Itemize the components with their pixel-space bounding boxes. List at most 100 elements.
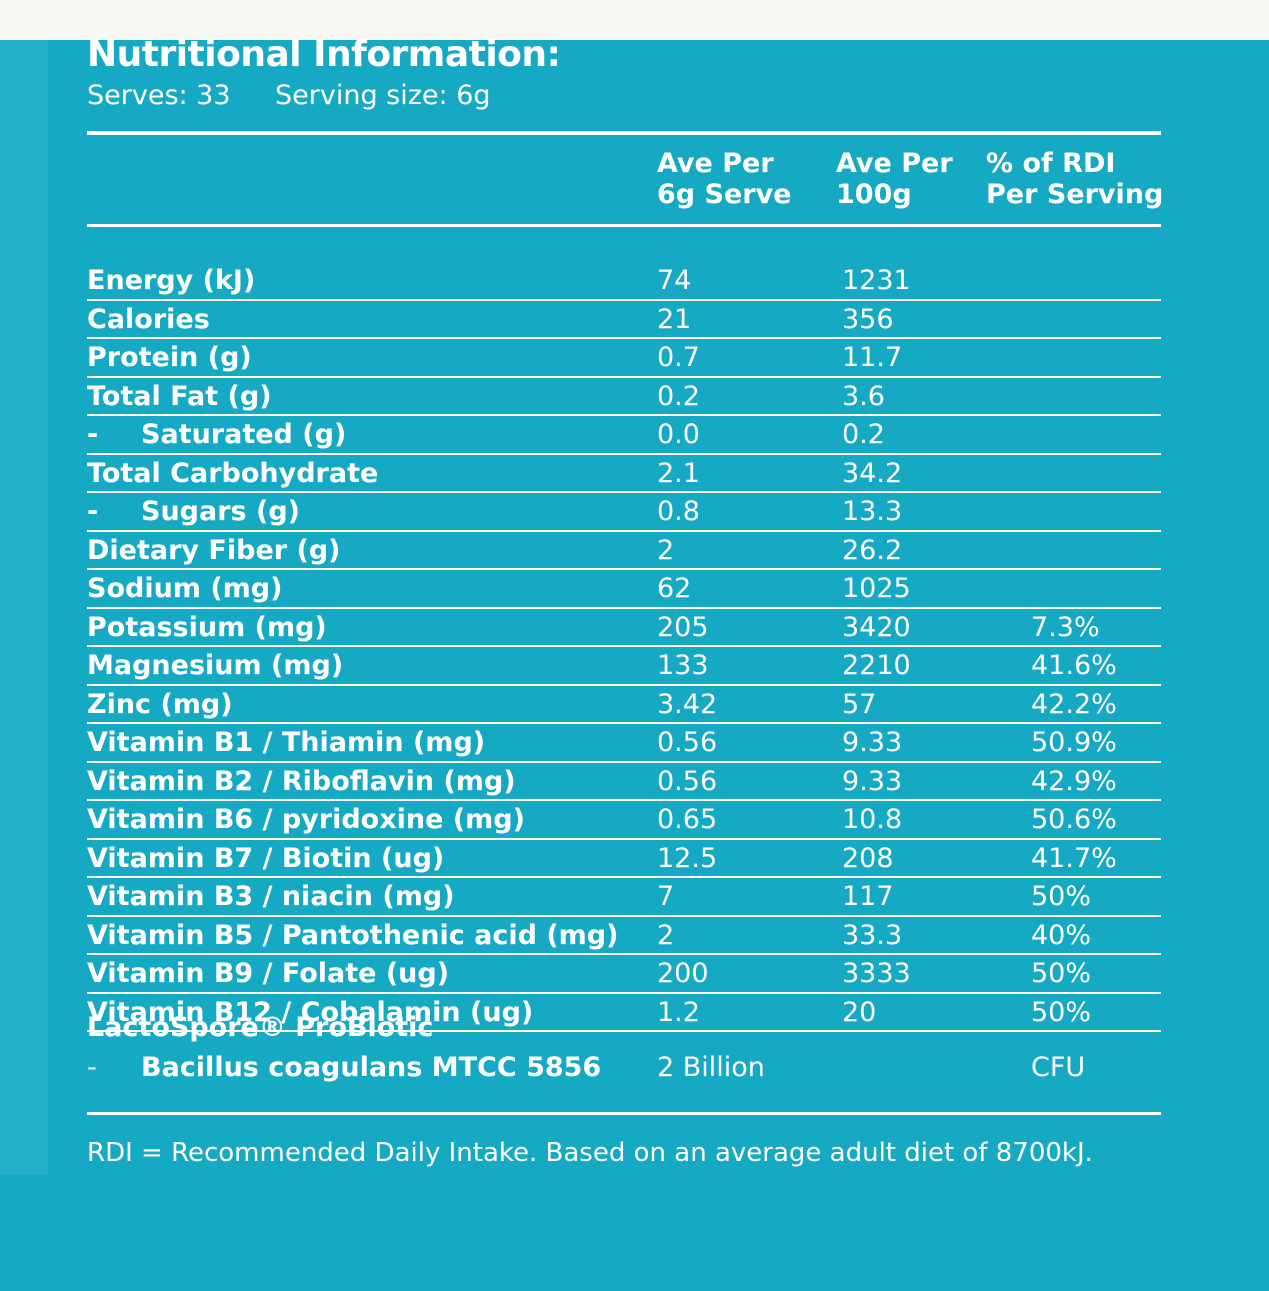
table-row: Vitamin B9 / Folate (ug) 200 3333 50% (87, 955, 1161, 994)
row-label: Total Fat (g) (87, 380, 272, 412)
per-100g-value: 10.8 (842, 804, 903, 835)
table-row: Calories 21 356 (87, 301, 1161, 339)
per-100g-value: 34.2 (842, 457, 903, 489)
row-label: Vitamin B9 / Folate (ug) (87, 958, 450, 989)
table-row: Vitamin B3 / niacin (mg) 7 117 50% (87, 878, 1161, 917)
column-header-per-serve: Ave Per 6g Serve (657, 148, 792, 210)
row-label: Potassium (mg) (87, 611, 327, 643)
per-serve-value: 205 (657, 611, 709, 643)
per-serve-value: 7 (657, 881, 675, 912)
rdi-value: 7.3% (1031, 611, 1100, 643)
per-serve-value: 74 (657, 265, 692, 296)
per-serve-value: 0.0 (657, 419, 700, 450)
rdi-value: 50% (1031, 881, 1092, 912)
per-serve-value: 0.2 (657, 380, 700, 412)
header-divider (87, 224, 1161, 227)
rdi-value: 42.9% (1031, 765, 1117, 797)
row-label: Calories (87, 303, 210, 335)
probiotic-row: - Bacillus coagulans MTCC 5856 2 Billion… (87, 1052, 1161, 1084)
probiotic-amount: 2 Billion (657, 1052, 765, 1083)
top-divider (87, 131, 1161, 135)
per-100g-value: 2210 (842, 650, 911, 681)
table-row: Sugars (g) 0.8 13.3 (87, 493, 1161, 532)
table-row: Saturated (g) 0.0 0.2 (87, 416, 1161, 455)
row-label: Vitamin B7 / Biotin (ug) (87, 842, 445, 874)
page-title: Nutritional Information: (87, 34, 561, 75)
table-row: Vitamin B5 / Pantothenic acid (mg) 2 33.3 4… (87, 917, 1161, 955)
serving-size: Serving size: 6g (275, 80, 491, 111)
rdi-value: 50.6% (1031, 804, 1117, 835)
row-label: Vitamin B1 / Thiamin (mg) (87, 727, 486, 758)
table-row: Vitamin B6 / pyridoxine (mg) 0.65 10.8 50.6… (87, 801, 1161, 840)
probiotic-title: LactoSpore® ProBiotic (87, 1012, 434, 1043)
per-100g-value: 117 (842, 881, 894, 912)
rdi-value: 42.2% (1031, 688, 1117, 720)
table-row: Protein (g) 0.7 11.7 (87, 339, 1161, 378)
per-serve-value: 2 (657, 534, 675, 566)
per-100g-value: 1231 (842, 265, 911, 296)
per-serve-value: 12.5 (657, 842, 718, 874)
table-row: Energy (kJ) 74 1231 (87, 262, 1161, 301)
rdi-value: 50% (1031, 996, 1092, 1028)
probiotic-dash: - (87, 1052, 97, 1083)
row-label: Vitamin B2 / Riboflavin (mg) (87, 765, 516, 797)
column-header-per-100g: Ave Per 100g (836, 148, 953, 210)
table-row: Vitamin B1 / Thiamin (mg) 0.56 9.33 50.9% (87, 724, 1161, 763)
per-serve-value: 62 (657, 573, 692, 604)
per-serve-value: 0.7 (657, 342, 700, 373)
rdi-value: 41.6% (1031, 650, 1117, 681)
per-serve-value: 21 (657, 303, 692, 335)
table-row: Magnesium (mg) 133 2210 41.6% (87, 647, 1161, 686)
per-serve-value: 0.56 (657, 765, 718, 797)
column-header-line: 100g (836, 179, 912, 210)
per-serve-value: 133 (657, 650, 709, 681)
nutrition-table: Energy (kJ) 74 1231 Calories 21 356 Protein (g… (87, 262, 1161, 1032)
table-row: Vitamin B12 / Cobalamin (ug) 1.2 20 50% (87, 994, 1161, 1032)
per-serve-value: 0.56 (657, 727, 718, 758)
column-header-rdi: % of RDI Per Serving (986, 148, 1163, 210)
table-row: Potassium (mg) 205 3420 7.3% (87, 609, 1161, 647)
row-label: Protein (g) (87, 342, 252, 373)
table-row: Total Carbohydrate 2.1 34.2 (87, 455, 1161, 493)
row-label: Dietary Fiber (g) (87, 534, 341, 566)
per-100g-value: 356 (842, 303, 894, 335)
probiotic-unit: CFU (1031, 1052, 1086, 1083)
table-row: Sodium (mg) 62 1025 (87, 570, 1161, 609)
column-header-line: 6g Serve (657, 179, 792, 210)
row-label: Sugars (g) (87, 496, 300, 528)
table-row: Total Fat (g) 0.2 3.6 (87, 378, 1161, 416)
per-100g-value: 3420 (842, 611, 911, 643)
nutrition-panel: Nutritional Information: Serves: 33 Serv… (0, 34, 1269, 1291)
rdi-value: 40% (1031, 919, 1092, 951)
column-header-line: Ave Per (836, 148, 953, 179)
per-100g-value: 3333 (842, 958, 911, 989)
serves-count: Serves: 33 (87, 80, 231, 111)
per-serve-value: 200 (657, 958, 709, 989)
per-100g-value: 13.3 (842, 496, 903, 527)
row-label: Vitamin B3 / niacin (mg) (87, 881, 455, 912)
per-100g-value: 208 (842, 842, 894, 874)
per-serve-value: 1.2 (657, 996, 700, 1028)
per-serve-value: 2.1 (657, 457, 700, 489)
row-label: Energy (kJ) (87, 265, 256, 296)
row-label: Saturated (g) (87, 419, 346, 451)
per-100g-value: 33.3 (842, 919, 903, 951)
per-100g-value: 3.6 (842, 380, 885, 412)
per-100g-value: 9.33 (842, 727, 903, 758)
per-serve-value: 3.42 (657, 688, 718, 720)
table-row: Vitamin B7 / Biotin (ug) 12.5 208 41.7% (87, 840, 1161, 878)
per-serve-value: 2 (657, 919, 675, 951)
per-100g-value: 57 (842, 688, 877, 720)
rdi-value: 50.9% (1031, 727, 1117, 758)
rdi-value: 41.7% (1031, 842, 1117, 874)
per-100g-value: 11.7 (842, 342, 903, 373)
table-row: Vitamin B2 / Riboflavin (mg) 0.56 9.33 42.9… (87, 763, 1161, 801)
row-label: Vitamin B6 / pyridoxine (mg) (87, 804, 525, 835)
footnote: RDI = Recommended Daily Intake. Based on… (87, 1138, 1093, 1168)
per-100g-value: 0.2 (842, 419, 885, 450)
probiotic-strain: Bacillus coagulans MTCC 5856 (141, 1052, 602, 1083)
column-header-line: Ave Per (657, 148, 774, 179)
per-100g-value: 1025 (842, 573, 911, 604)
row-label: Vitamin B5 / Pantothenic acid (mg) (87, 919, 619, 951)
bottom-divider (87, 1112, 1161, 1115)
